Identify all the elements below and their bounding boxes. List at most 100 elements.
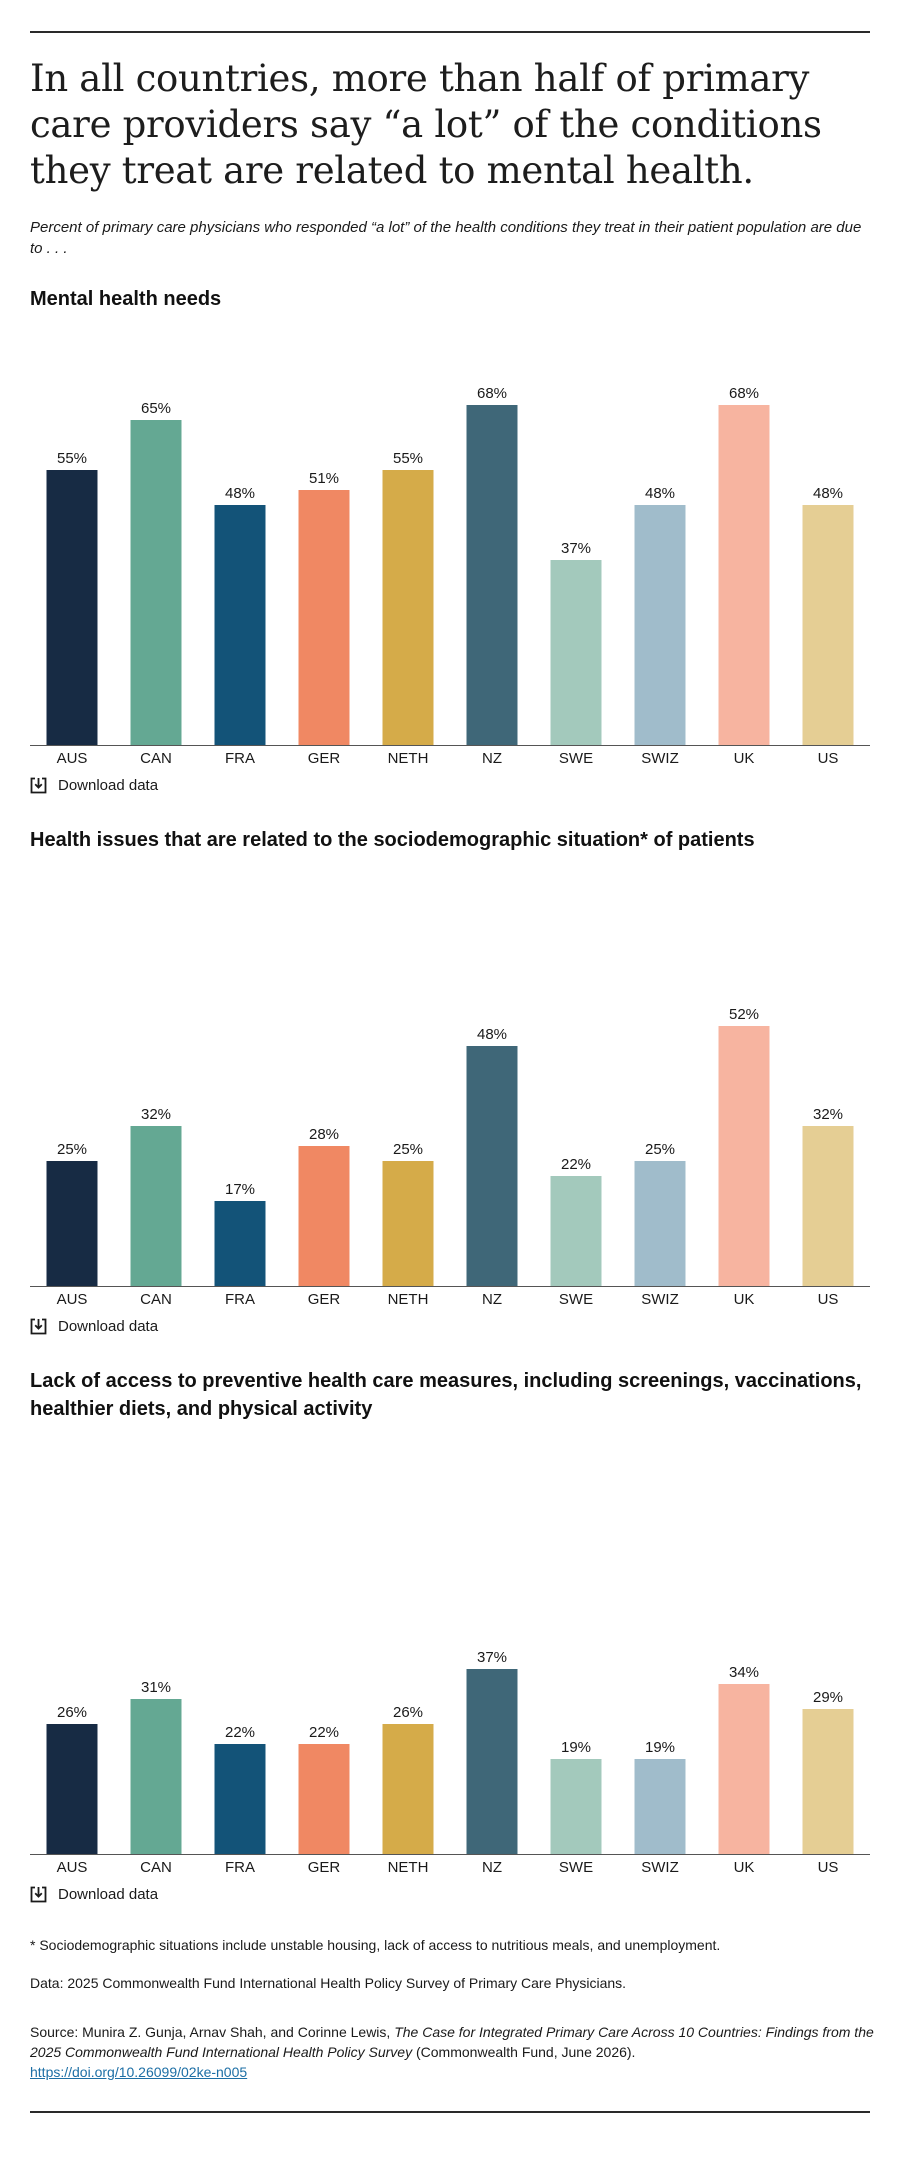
bar-swiz[interactable] [634,505,686,745]
x-tick-label-can: CAN [140,1291,172,1308]
bar-swiz[interactable] [634,1759,686,1854]
chart-sociodemographic: 25% AUS 32% CAN 17% FRA 28% GER 25% NETH 48% NZ 22% S… [30,1006,870,1308]
download-data-button-2[interactable]: Download data [30,1318,158,1335]
bar-value-label-swe: 37% [561,540,591,557]
x-tick-label-swe: SWE [559,750,593,767]
bar-value-label-us: 32% [813,1106,843,1123]
source-citation: Source: Munira Z. Gunja, Arnav Shah, and… [30,2022,875,2082]
x-tick-label-us: US [818,1859,839,1876]
footnote: * Sociodemographic situations include un… [30,1937,721,1953]
x-tick-label-nz: NZ [482,1859,502,1876]
bar-aus[interactable] [46,1724,98,1854]
x-tick-label-ger: GER [308,1291,341,1308]
x-tick-label-ger: GER [308,750,341,767]
x-tick-label-us: US [818,750,839,767]
bar-value-label-aus: 55% [57,450,87,467]
source-prefix: Source: Munira Z. Gunja, Arnav Shah, and… [30,2024,395,2040]
bar-neth[interactable] [382,1724,434,1854]
chart-2-title: Health issues that are related to the so… [30,829,755,851]
chart-subtitle: Percent of primary care physicians who r… [30,219,862,257]
x-tick-label-swiz: SWIZ [641,750,679,767]
bar-neth[interactable] [382,1161,434,1286]
x-tick-label-nz: NZ [482,1291,502,1308]
bar-value-label-swe: 22% [561,1156,591,1173]
bar-can[interactable] [130,420,182,745]
bar-fra[interactable] [214,505,266,745]
bar-value-label-us: 29% [813,1689,843,1706]
bar-value-label-fra: 17% [225,1181,255,1198]
bar-value-label-fra: 48% [225,485,255,502]
chart-3-title: Lack of access to preventive health care… [30,1370,862,1420]
bar-nz[interactable] [466,1669,518,1854]
bar-ger[interactable] [298,490,350,745]
bar-swiz[interactable] [634,1161,686,1286]
x-tick-label-neth: NETH [388,1291,429,1308]
download-data-button-1[interactable]: Download data [30,777,158,794]
bar-value-label-nz: 68% [477,385,507,402]
x-tick-label-ger: GER [308,1859,341,1876]
bar-ger[interactable] [298,1146,350,1286]
bar-value-label-neth: 55% [393,450,423,467]
bar-value-label-can: 65% [141,400,171,417]
bar-value-label-uk: 52% [729,1006,759,1023]
bar-value-label-can: 32% [141,1106,171,1123]
bar-swe[interactable] [550,560,602,745]
source-title: The Case for Integrated Primary Care Acr… [30,2024,874,2060]
chart-preventive-care-access: 26% AUS 31% CAN 22% FRA 22% GER 26% NETH 37% NZ 19% S… [30,1649,870,1876]
x-tick-label-fra: FRA [225,1859,255,1876]
data-note: Data: 2025 Commonwealth Fund Internation… [30,1975,627,1991]
download-data-label: Download data [58,1318,159,1335]
download-icon [30,1886,47,1903]
bar-can[interactable] [130,1699,182,1854]
bar-value-label-neth: 25% [393,1141,423,1158]
bar-value-label-fra: 22% [225,1724,255,1741]
bar-value-label-uk: 34% [729,1664,759,1681]
bar-us[interactable] [802,1126,854,1286]
bar-value-label-can: 31% [141,1679,171,1696]
x-tick-label-nz: NZ [482,750,502,767]
download-data-button-3[interactable]: Download data [30,1886,158,1903]
bar-fra[interactable] [214,1744,266,1854]
bar-value-label-uk: 68% [729,385,759,402]
x-tick-label-can: CAN [140,750,172,767]
bar-us[interactable] [802,1709,854,1854]
x-tick-label-neth: NETH [388,750,429,767]
x-tick-label-swe: SWE [559,1859,593,1876]
bar-value-label-swiz: 19% [645,1739,675,1756]
x-tick-label-uk: UK [734,750,755,767]
bar-value-label-us: 48% [813,485,843,502]
x-tick-label-uk: UK [734,1291,755,1308]
bar-us[interactable] [802,505,854,745]
download-data-label: Download data [58,1886,159,1903]
download-data-label: Download data [58,777,159,794]
x-tick-label-uk: UK [734,1859,755,1876]
bar-can[interactable] [130,1126,182,1286]
bar-aus[interactable] [46,470,98,745]
bar-aus[interactable] [46,1161,98,1286]
x-tick-label-us: US [818,1291,839,1308]
source-doi-link[interactable]: https://doi.org/10.26099/02ke-n005 [30,2064,248,2080]
x-tick-label-aus: AUS [57,750,88,767]
x-tick-label-swiz: SWIZ [641,1859,679,1876]
bar-value-label-ger: 28% [309,1126,339,1143]
bar-uk[interactable] [718,405,770,745]
x-tick-label-fra: FRA [225,750,255,767]
bar-uk[interactable] [718,1684,770,1854]
bar-fra[interactable] [214,1201,266,1286]
bar-swe[interactable] [550,1759,602,1854]
bar-ger[interactable] [298,1744,350,1854]
bar-neth[interactable] [382,470,434,745]
bar-value-label-aus: 26% [57,1704,87,1721]
bar-nz[interactable] [466,1046,518,1286]
bar-value-label-swiz: 25% [645,1141,675,1158]
x-tick-label-neth: NETH [388,1859,429,1876]
bar-swe[interactable] [550,1176,602,1286]
x-tick-label-swiz: SWIZ [641,1291,679,1308]
bar-uk[interactable] [718,1026,770,1286]
page-headline: In all countries, more than half of prim… [30,57,822,192]
bar-nz[interactable] [466,405,518,745]
bottom-rule [30,2111,870,2113]
bar-value-label-nz: 48% [477,1026,507,1043]
x-tick-label-swe: SWE [559,1291,593,1308]
chart-1-title: Mental health needs [30,288,222,310]
